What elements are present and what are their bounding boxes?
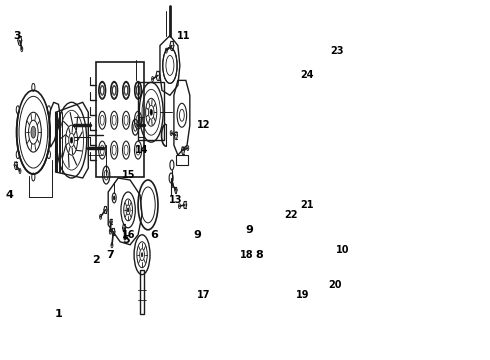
Circle shape xyxy=(31,126,36,138)
Text: 12: 12 xyxy=(197,120,211,130)
Text: 4: 4 xyxy=(5,190,13,200)
Bar xyxy=(140,270,145,315)
Text: 18: 18 xyxy=(240,250,254,260)
Bar xyxy=(96,62,144,177)
Text: 19: 19 xyxy=(296,289,309,300)
Text: 22: 22 xyxy=(284,210,297,220)
Text: 6: 6 xyxy=(150,230,158,240)
Text: 7: 7 xyxy=(106,250,114,260)
Text: 23: 23 xyxy=(330,45,344,55)
Circle shape xyxy=(141,253,143,257)
Text: 21: 21 xyxy=(300,200,314,210)
Circle shape xyxy=(127,208,129,212)
Text: 5: 5 xyxy=(122,235,130,245)
Text: 10: 10 xyxy=(336,245,350,255)
Circle shape xyxy=(71,137,73,143)
Text: 1: 1 xyxy=(54,310,62,319)
Circle shape xyxy=(113,196,115,200)
Text: 24: 24 xyxy=(300,71,313,80)
Text: 9: 9 xyxy=(245,225,253,235)
Text: 20: 20 xyxy=(328,280,342,289)
Text: 8: 8 xyxy=(256,250,264,260)
Text: 11: 11 xyxy=(177,31,191,41)
Text: 16: 16 xyxy=(122,230,136,240)
Text: 9: 9 xyxy=(194,230,202,240)
Text: 17: 17 xyxy=(197,289,211,300)
Text: 3: 3 xyxy=(14,31,21,41)
Text: 14: 14 xyxy=(135,145,149,155)
Text: 2: 2 xyxy=(93,255,100,265)
Text: 13: 13 xyxy=(169,195,183,205)
Bar xyxy=(139,82,164,140)
Circle shape xyxy=(150,109,152,115)
Text: 15: 15 xyxy=(122,170,136,180)
